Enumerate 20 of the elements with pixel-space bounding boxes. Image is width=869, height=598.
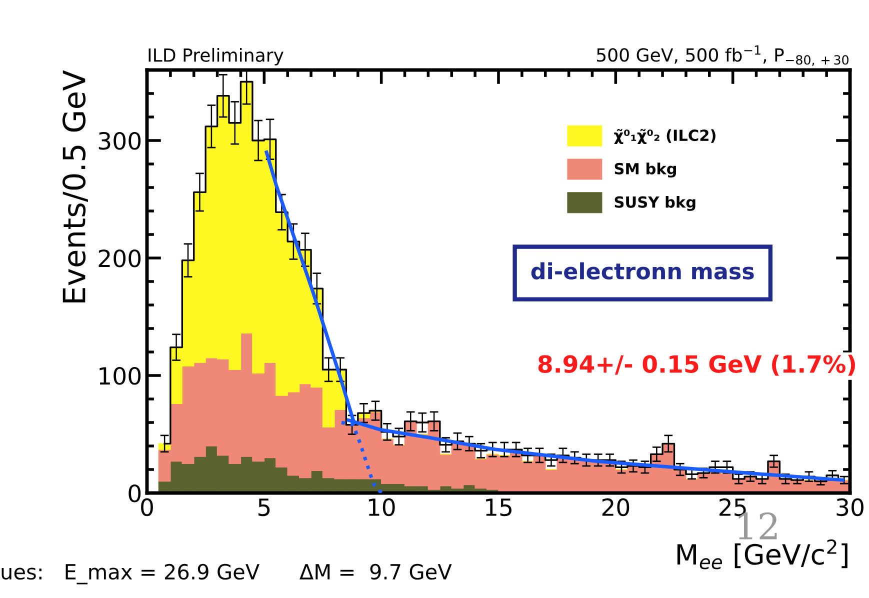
y-tick-label: 300: [98, 132, 141, 150]
y-axis-title: Events/0.5 GeV: [62, 70, 88, 302]
chart-subtitle: 500 GeV, 500 fb$^{−1}$, P$_{−80,+30}$: [596, 45, 848, 66]
y-tick-label: 0: [128, 484, 141, 502]
chart-title: ILD Preliminary: [148, 48, 284, 66]
x-tick-label: 20: [602, 498, 630, 516]
y-tick-label: 100: [100, 366, 141, 385]
x-tick-label: 30: [836, 498, 864, 516]
annotation: 8.94+/- 0.15 GeV (1.7%): [538, 354, 856, 376]
x-axis-title: M$_{ee}$ [GeV/c$^{2}$]: [677, 539, 848, 570]
legend-label: SUSY bkg: [614, 196, 696, 211]
annotation: di-electronn mass: [531, 262, 754, 280]
legend-label: χ̃⁰₁χ̃⁰₂ (ILC2): [614, 128, 716, 144]
x-tick-label: 0: [141, 498, 153, 516]
legend-label: SM bkg: [614, 162, 676, 178]
x-tick-label: 5: [258, 498, 270, 516]
x-tick-label: 10: [368, 498, 395, 516]
text: ues: E_max = 26.9 GeV ΔM = 9.7 GeV: [2, 564, 452, 584]
x-tick-label: 15: [486, 498, 512, 516]
y-tick-label: 200: [98, 249, 141, 268]
